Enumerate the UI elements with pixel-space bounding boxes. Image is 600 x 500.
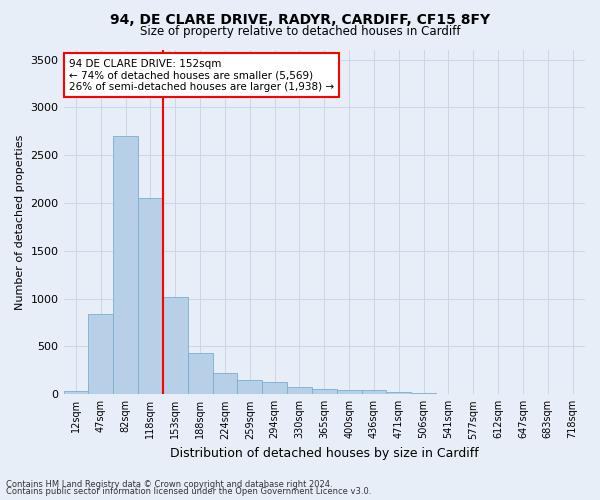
Text: Size of property relative to detached houses in Cardiff: Size of property relative to detached ho…	[140, 25, 460, 38]
Bar	[362, 390, 386, 394]
Bar	[88, 314, 113, 394]
X-axis label: Distribution of detached houses by size in Cardiff: Distribution of detached houses by size …	[170, 447, 479, 460]
Bar	[238, 380, 262, 394]
Bar	[212, 374, 238, 394]
Bar	[188, 353, 212, 395]
Text: 94, DE CLARE DRIVE, RADYR, CARDIFF, CF15 8FY: 94, DE CLARE DRIVE, RADYR, CARDIFF, CF15…	[110, 12, 490, 26]
Bar	[312, 388, 337, 394]
Bar	[163, 297, 188, 394]
Bar	[64, 392, 88, 394]
Bar	[386, 392, 411, 394]
Bar	[287, 387, 312, 394]
Bar	[138, 198, 163, 394]
Text: Contains HM Land Registry data © Crown copyright and database right 2024.: Contains HM Land Registry data © Crown c…	[6, 480, 332, 489]
Text: 94 DE CLARE DRIVE: 152sqm
← 74% of detached houses are smaller (5,569)
26% of se: 94 DE CLARE DRIVE: 152sqm ← 74% of detac…	[69, 58, 334, 92]
Bar	[262, 382, 287, 394]
Bar	[113, 136, 138, 394]
Text: Contains public sector information licensed under the Open Government Licence v3: Contains public sector information licen…	[6, 487, 371, 496]
Bar	[337, 390, 362, 394]
Y-axis label: Number of detached properties: Number of detached properties	[15, 134, 25, 310]
